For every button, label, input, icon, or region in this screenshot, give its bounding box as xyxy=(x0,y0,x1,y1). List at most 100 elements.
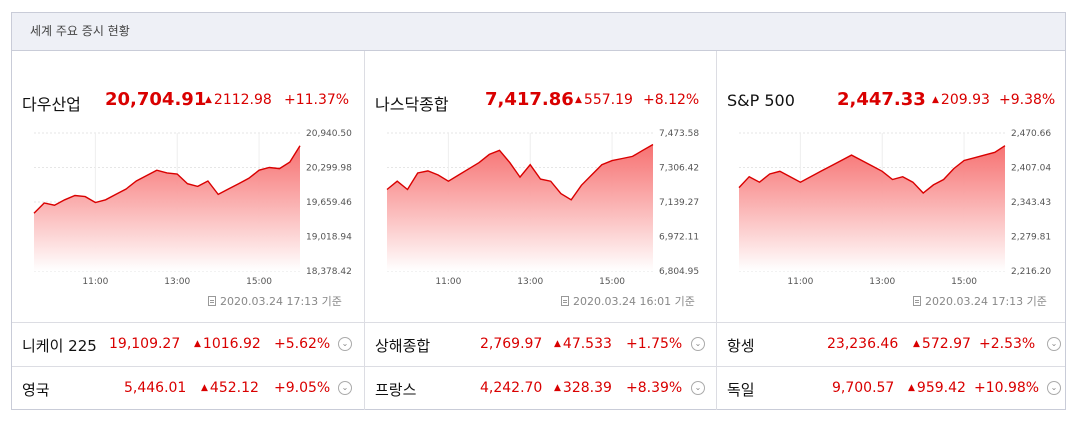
index-cell-hangseng[interactable]: 항셍 23,236.46 ▲ 572.97 +2.53% ⌄ xyxy=(716,323,1065,366)
index-name: S&P 500 xyxy=(727,91,795,110)
up-triangle-icon: ▲ xyxy=(554,339,561,349)
up-triangle-icon: ▲ xyxy=(554,383,561,393)
document-icon xyxy=(208,296,216,306)
x-tick-label: 11:00 xyxy=(82,277,108,287)
index-change: ▲ 959.42 xyxy=(908,380,966,396)
x-tick-label: 11:00 xyxy=(435,277,461,287)
index-cell-shanghai[interactable]: 상해종합 2,769.97 ▲ 47.533 +1.75% ⌄ xyxy=(364,323,716,366)
price-area xyxy=(387,144,653,271)
index-cell-uk[interactable]: 영국 5,446.01 ▲ 452.12 +9.05% ⌄ xyxy=(12,367,364,410)
chevron-down-icon[interactable]: ⌄ xyxy=(1047,381,1061,395)
index-panel-nasdaq[interactable]: 나스닥종합 7,417.86 ▲ 557.19 +8.12% 7,473.58 7,… xyxy=(364,51,716,323)
index-change: ▲ 452.12 xyxy=(201,380,259,396)
intraday-chart: 7,473.58 7,306.42 7,139.27 6,972.11 6,804.95… xyxy=(386,129,699,287)
intraday-chart: 20,940.50 20,299.98 19,659.46 19,018.94 18,3… xyxy=(33,129,352,287)
y-tick-label: 20,299.98 xyxy=(306,164,352,174)
index-name: 영국 xyxy=(22,381,50,399)
index-change: ▲ 47.533 xyxy=(554,336,612,352)
y-tick-label: 20,940.50 xyxy=(306,129,352,139)
index-percent: +8.39% xyxy=(626,380,683,396)
y-tick-label: 2,470.66 xyxy=(1011,129,1051,139)
up-triangle-icon: ▲ xyxy=(932,95,939,105)
y-tick-label: 19,659.46 xyxy=(306,198,352,208)
index-value: 4,242.70 xyxy=(480,380,543,396)
document-icon xyxy=(561,296,569,306)
x-tick-label: 11:00 xyxy=(787,277,813,287)
index-change: ▲ 557.19 xyxy=(575,92,633,108)
price-line xyxy=(386,143,654,201)
x-tick-label: 15:00 xyxy=(951,277,977,287)
y-tick-label: 2,216.20 xyxy=(1011,267,1051,277)
index-change: ▲ 572.97 xyxy=(913,336,971,352)
index-row-europe: 영국 5,446.01 ▲ 452.12 +9.05% ⌄ 프랑스 4,242.7… xyxy=(12,366,1065,410)
index-value: 23,236.46 xyxy=(827,336,899,352)
index-percent: +11.37% xyxy=(284,92,350,108)
price-area xyxy=(739,145,1005,271)
index-value: 9,700.57 xyxy=(832,380,895,396)
y-tick-label: 2,343.43 xyxy=(1011,198,1051,208)
up-triangle-icon: ▲ xyxy=(913,339,920,349)
index-percent: +1.75% xyxy=(626,336,683,352)
index-panel-dow[interactable]: 다우산업 20,704.91 ▲ 2112.98 +11.37% 20,940.5… xyxy=(12,51,364,323)
index-value: 7,417.86 xyxy=(485,89,574,110)
index-change: ▲ 1016.92 xyxy=(194,336,261,352)
index-cell-france[interactable]: 프랑스 4,242.70 ▲ 328.39 +8.39% ⌄ xyxy=(364,367,716,410)
x-tick-label: 13:00 xyxy=(164,277,190,287)
index-value: 5,446.01 xyxy=(124,380,187,396)
x-tick-label: 15:00 xyxy=(599,277,625,287)
y-tick-label: 6,972.11 xyxy=(659,233,699,243)
timestamp: 2020.03.24 16:01 기준 xyxy=(561,293,695,309)
index-change: ▲ 2112.98 xyxy=(205,92,272,108)
index-percent: +9.38% xyxy=(999,92,1056,108)
index-percent: +5.62% xyxy=(274,336,331,352)
index-percent: +2.53% xyxy=(979,336,1036,352)
index-panel-sp500[interactable]: S&P 500 2,447.33 ▲ 209.93 +9.38% 2,470.66… xyxy=(716,51,1065,323)
y-tick-label: 2,407.04 xyxy=(1011,164,1051,174)
index-change: ▲ 209.93 xyxy=(932,92,990,108)
index-name: 니케이 225 xyxy=(22,337,97,355)
y-tick-label: 7,473.58 xyxy=(659,129,699,139)
y-tick-label: 18,378.42 xyxy=(306,267,352,277)
price-area xyxy=(34,145,300,271)
index-name: 나스닥종합 xyxy=(375,95,449,114)
index-percent: +8.12% xyxy=(643,92,700,108)
index-name: 상해종합 xyxy=(375,337,431,355)
document-icon xyxy=(913,296,921,306)
index-value: 2,447.33 xyxy=(837,89,926,110)
index-value: 19,109.27 xyxy=(109,336,181,352)
chevron-down-icon[interactable]: ⌄ xyxy=(338,337,352,351)
y-tick-label: 7,306.42 xyxy=(659,164,699,174)
up-triangle-icon: ▲ xyxy=(194,339,201,349)
y-tick-label: 2,279.81 xyxy=(1011,233,1051,243)
up-triangle-icon: ▲ xyxy=(205,95,212,105)
index-cell-germany[interactable]: 독일 9,700.57 ▲ 959.42 +10.98% ⌄ xyxy=(716,367,1065,410)
timestamp: 2020.03.24 17:13 기준 xyxy=(208,293,342,309)
chevron-down-icon[interactable]: ⌄ xyxy=(1047,337,1061,351)
index-name: 다우산업 xyxy=(22,95,81,114)
index-value: 20,704.91 xyxy=(105,89,207,110)
chevron-down-icon[interactable]: ⌄ xyxy=(691,381,705,395)
index-percent: +9.05% xyxy=(274,380,331,396)
index-row-asia: 니케이 225 19,109.27 ▲ 1016.92 +5.62% ⌄ 상해종합… xyxy=(12,322,1065,366)
widget-title: 세계 주요 증시 현황 xyxy=(12,13,1065,51)
chevron-down-icon[interactable]: ⌄ xyxy=(691,337,705,351)
world-stock-widget: 세계 주요 증시 현황 다우산업 20,704.91 ▲ 2112.98 +11.… xyxy=(11,12,1066,410)
x-tick-label: 13:00 xyxy=(517,277,543,287)
index-value: 2,769.97 xyxy=(480,336,543,352)
y-tick-label: 6,804.95 xyxy=(659,267,699,277)
index-change: ▲ 328.39 xyxy=(554,380,612,396)
index-percent: +10.98% xyxy=(974,380,1040,396)
price-line xyxy=(33,145,301,214)
y-tick-label: 19,018.94 xyxy=(306,233,352,243)
chevron-down-icon[interactable]: ⌄ xyxy=(338,381,352,395)
index-cell-nikkei[interactable]: 니케이 225 19,109.27 ▲ 1016.92 +5.62% ⌄ xyxy=(12,323,364,366)
index-name: 독일 xyxy=(727,381,755,399)
index-name: 프랑스 xyxy=(375,381,417,399)
up-triangle-icon: ▲ xyxy=(575,95,582,105)
x-tick-label: 13:00 xyxy=(869,277,895,287)
x-tick-label: 15:00 xyxy=(246,277,272,287)
up-triangle-icon: ▲ xyxy=(201,383,208,393)
intraday-chart: 2,470.66 2,407.04 2,343.43 2,279.81 2,216.20… xyxy=(738,129,1051,287)
y-tick-label: 7,139.27 xyxy=(659,198,699,208)
up-triangle-icon: ▲ xyxy=(908,383,915,393)
